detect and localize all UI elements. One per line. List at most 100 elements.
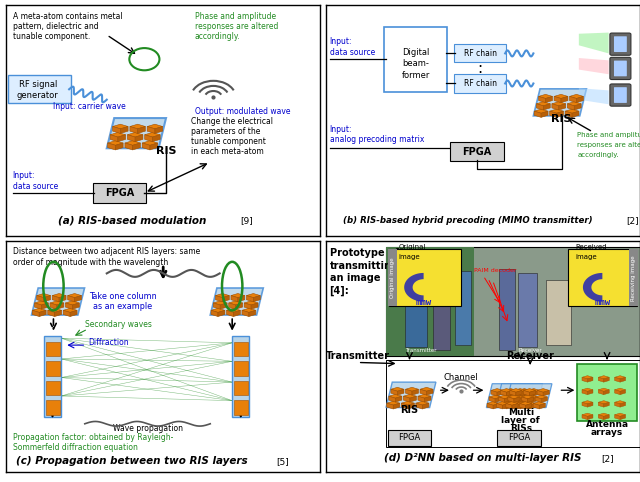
- Polygon shape: [534, 109, 548, 113]
- Polygon shape: [554, 96, 561, 103]
- Polygon shape: [507, 403, 513, 409]
- Polygon shape: [543, 390, 549, 396]
- Polygon shape: [223, 295, 229, 302]
- Polygon shape: [598, 415, 604, 420]
- FancyBboxPatch shape: [629, 249, 639, 306]
- Polygon shape: [108, 143, 115, 150]
- Polygon shape: [246, 295, 253, 302]
- Polygon shape: [236, 303, 243, 309]
- Text: in each meta-atom: in each meta-atom: [191, 147, 264, 156]
- Polygon shape: [505, 384, 552, 408]
- Polygon shape: [403, 394, 417, 398]
- Polygon shape: [387, 403, 393, 409]
- Polygon shape: [552, 102, 566, 106]
- FancyBboxPatch shape: [577, 363, 637, 421]
- Polygon shape: [572, 111, 579, 117]
- Polygon shape: [516, 397, 522, 402]
- Polygon shape: [527, 388, 540, 392]
- FancyBboxPatch shape: [433, 269, 451, 350]
- Polygon shape: [559, 104, 566, 110]
- Polygon shape: [396, 396, 402, 402]
- Polygon shape: [533, 403, 540, 409]
- Text: FPGA: FPGA: [508, 433, 531, 442]
- Polygon shape: [389, 394, 402, 398]
- Polygon shape: [570, 96, 577, 103]
- Polygon shape: [535, 397, 541, 402]
- Polygon shape: [588, 377, 593, 382]
- Text: Receiving image: Receiving image: [631, 255, 636, 301]
- Text: Multi: Multi: [508, 407, 534, 416]
- Polygon shape: [42, 303, 49, 309]
- FancyBboxPatch shape: [404, 259, 427, 348]
- Polygon shape: [238, 295, 245, 302]
- FancyBboxPatch shape: [44, 336, 61, 417]
- Bar: [45, 342, 60, 356]
- Polygon shape: [506, 402, 518, 405]
- Polygon shape: [582, 413, 593, 416]
- Polygon shape: [554, 94, 568, 98]
- Text: [2]: [2]: [626, 216, 639, 226]
- Polygon shape: [574, 104, 581, 110]
- Polygon shape: [132, 143, 140, 150]
- Polygon shape: [537, 390, 543, 396]
- Polygon shape: [422, 403, 429, 409]
- Polygon shape: [391, 388, 404, 391]
- Polygon shape: [147, 124, 163, 129]
- Polygon shape: [522, 397, 527, 402]
- Polygon shape: [387, 401, 400, 405]
- Polygon shape: [565, 109, 579, 113]
- Polygon shape: [393, 403, 400, 409]
- Text: Change the electrical: Change the electrical: [191, 117, 273, 126]
- Polygon shape: [142, 143, 150, 150]
- Polygon shape: [487, 402, 499, 405]
- Polygon shape: [500, 403, 507, 409]
- Polygon shape: [68, 295, 75, 302]
- Polygon shape: [510, 390, 516, 396]
- Polygon shape: [211, 308, 225, 312]
- Polygon shape: [524, 390, 529, 396]
- Polygon shape: [145, 133, 160, 137]
- Polygon shape: [518, 397, 524, 402]
- Polygon shape: [220, 303, 227, 309]
- Polygon shape: [125, 141, 140, 145]
- Polygon shape: [512, 397, 518, 402]
- Polygon shape: [518, 388, 531, 392]
- Polygon shape: [533, 402, 545, 405]
- Polygon shape: [540, 403, 545, 409]
- Text: tunable component: tunable component: [191, 137, 266, 146]
- Polygon shape: [52, 295, 59, 302]
- Polygon shape: [598, 413, 609, 416]
- Polygon shape: [44, 295, 51, 302]
- Polygon shape: [138, 126, 145, 134]
- Polygon shape: [48, 308, 61, 312]
- Polygon shape: [504, 388, 517, 392]
- FancyBboxPatch shape: [232, 336, 250, 417]
- Polygon shape: [582, 390, 588, 395]
- Polygon shape: [211, 288, 263, 315]
- FancyBboxPatch shape: [568, 249, 637, 306]
- Polygon shape: [604, 415, 609, 420]
- Polygon shape: [579, 58, 609, 74]
- Polygon shape: [227, 308, 241, 312]
- Text: (b) RIS-based hybrid precoding (MIMO transmitter): (b) RIS-based hybrid precoding (MIMO tra…: [342, 216, 593, 226]
- Polygon shape: [31, 288, 84, 315]
- Bar: [234, 342, 248, 356]
- Polygon shape: [522, 395, 534, 399]
- Text: accordingly.: accordingly.: [577, 152, 619, 158]
- Polygon shape: [532, 397, 538, 402]
- Polygon shape: [59, 295, 66, 302]
- Text: RIS: RIS: [156, 146, 177, 156]
- Text: Input:: Input:: [330, 37, 352, 46]
- Polygon shape: [534, 390, 540, 396]
- Polygon shape: [213, 301, 227, 305]
- Text: Antenna: Antenna: [586, 420, 628, 429]
- Polygon shape: [614, 402, 620, 407]
- Polygon shape: [63, 310, 70, 317]
- Polygon shape: [561, 96, 568, 103]
- Polygon shape: [579, 88, 609, 104]
- Polygon shape: [145, 135, 152, 142]
- Polygon shape: [530, 403, 536, 409]
- Text: tunable component.: tunable component.: [13, 32, 90, 41]
- Polygon shape: [588, 390, 593, 395]
- Polygon shape: [582, 377, 588, 382]
